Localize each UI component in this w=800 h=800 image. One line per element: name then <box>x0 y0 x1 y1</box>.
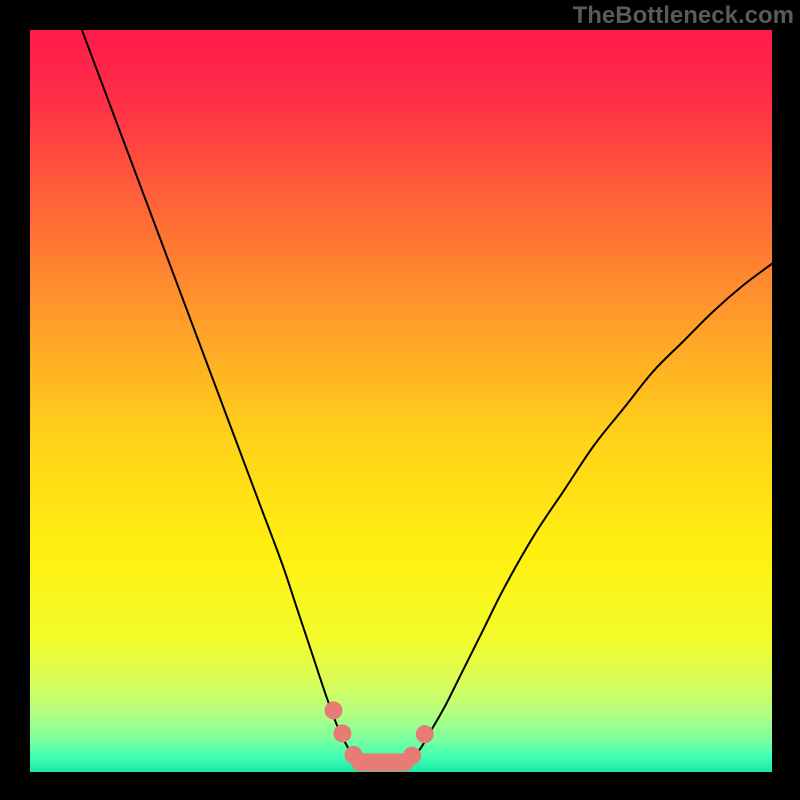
curve-left <box>82 30 357 761</box>
marker-circle-5 <box>416 725 434 743</box>
chart-overlay <box>30 30 772 772</box>
watermark-text: TheBottleneck.com <box>573 2 794 30</box>
marker-circle-1 <box>333 724 351 742</box>
marker-circle-0 <box>324 701 342 719</box>
plot-frame <box>30 30 772 772</box>
marker-circle-4 <box>403 747 421 765</box>
curve-right <box>408 264 772 761</box>
